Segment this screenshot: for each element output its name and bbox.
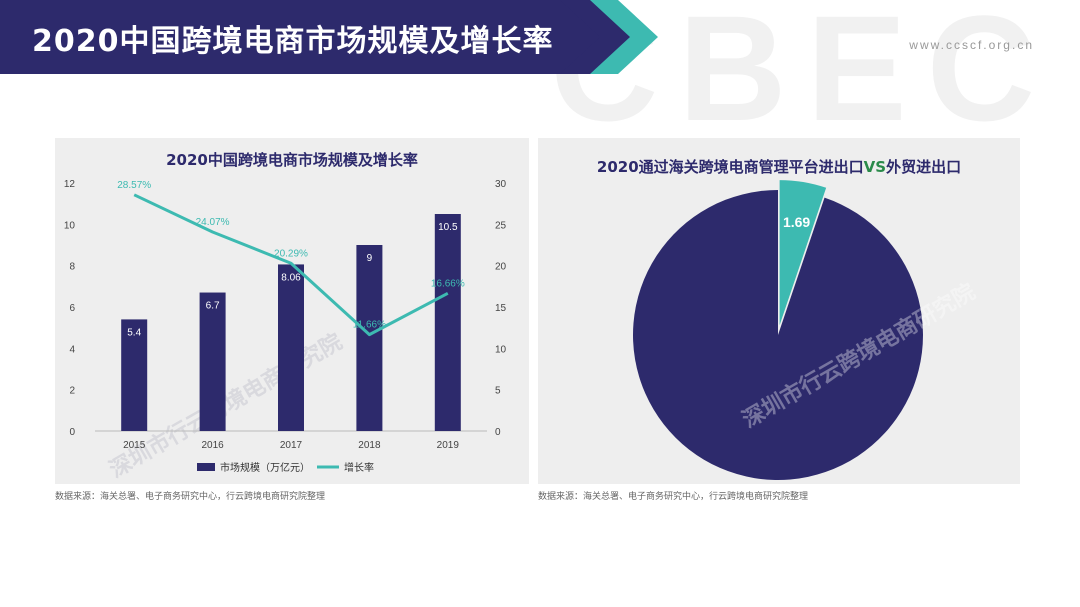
pie-title-vs: VS xyxy=(863,158,887,176)
y-right-tick-label: 30 xyxy=(495,179,507,190)
legend-swatch-bar xyxy=(197,463,215,471)
x-tick-label: 2015 xyxy=(123,440,146,451)
bar-chart-title: 2020中国跨境电商市场规模及增长率 xyxy=(166,151,418,169)
pie-slices: 1.69 xyxy=(633,180,923,480)
pie-chart-title: 2020通过海关跨境电商管理平台进出口VS外贸进出口 xyxy=(538,156,1020,177)
y-left-tick-label: 0 xyxy=(69,427,75,438)
y-left-tick-label: 2 xyxy=(69,386,75,397)
x-tick-label: 2016 xyxy=(201,440,224,451)
bar-value-label: 10.5 xyxy=(438,222,458,233)
page-title: 2020中国跨境电商市场规模及增长率 xyxy=(32,24,554,59)
bar-value-label: 9 xyxy=(367,253,373,264)
pie-title-part1: 2020通过海关跨境电商管理平台进出口 xyxy=(596,158,864,176)
header-chevron-accent xyxy=(560,0,658,74)
chart-axes: 0 2 4 6 8 10 12 0 5 10 15 20 25 30 2015 2016 2017 2018 201… xyxy=(64,179,507,451)
growth-rate-line xyxy=(133,193,449,337)
bar xyxy=(278,264,304,431)
bar-value-label: 5.4 xyxy=(127,327,141,338)
y-left-tick-label: 12 xyxy=(64,179,76,190)
left-source-note: 数据来源：海关总署、电子商务研究中心，行云跨境电商研究院整理 xyxy=(55,492,326,502)
x-tick-label: 2018 xyxy=(358,440,381,451)
bar xyxy=(199,292,226,431)
y-right-tick-label: 5 xyxy=(495,386,501,397)
bar-line-chart-panel: 2020中国跨境电商市场规模及增长率 深圳市行云跨境电商研究院 02468101… xyxy=(55,138,529,484)
bar-series: 5.4 6.7 8.06 9 10.5 xyxy=(121,214,461,431)
line-value-label: 16.66% xyxy=(431,278,465,289)
chart-legend: 市场规模（万亿元） 增长率 xyxy=(197,461,374,474)
pie-chart: 1.69 深圳市行云跨境电商研究院 xyxy=(633,180,979,480)
bar-value-label: 8.06 xyxy=(281,272,301,283)
pie-slice xyxy=(633,190,923,480)
bar-value-label: 6.7 xyxy=(206,301,220,312)
y-right-tick-label: 0 xyxy=(495,427,501,438)
header-bar xyxy=(0,0,600,74)
site-url: www.ccscf.org.cn xyxy=(909,38,1034,52)
pie-slice xyxy=(779,180,827,326)
y-right-tick-label: 10 xyxy=(495,344,507,355)
pie-slice-label: 1.69 xyxy=(783,214,810,230)
bar xyxy=(434,214,461,431)
y-left-tick-label: 4 xyxy=(69,344,75,355)
y-right-tick-label: 20 xyxy=(495,262,507,273)
line-value-label: 20.29% xyxy=(274,248,308,259)
line-value-label: 28.57% xyxy=(117,180,151,191)
bar-line-chart: 深圳市行云跨境电商研究院 024681012051015202530201520… xyxy=(64,179,507,482)
x-tick-label: 2017 xyxy=(280,440,303,451)
legend-label: 市场规模（万亿元） xyxy=(220,461,310,474)
y-left-tick-label: 6 xyxy=(69,303,75,314)
pie-chart-panel: 2020通过海关跨境电商管理平台进出口VS外贸进出口 1.69 深圳市行云跨境电… xyxy=(538,138,1020,484)
y-right-tick-label: 25 xyxy=(495,220,507,231)
y-right-tick-label: 15 xyxy=(495,303,507,314)
line-series: 28.57% 24.07% 20.29% 11.66% 16.66% xyxy=(117,180,465,337)
x-tick-label: 2019 xyxy=(437,440,460,451)
bar xyxy=(121,319,148,431)
bar xyxy=(356,245,383,431)
y-left-tick-label: 8 xyxy=(69,262,75,273)
right-source-note: 数据来源：海关总署、电子商务研究中心，行云跨境电商研究院整理 xyxy=(538,492,809,502)
y-left-tick-label: 10 xyxy=(64,220,76,231)
line-value-label: 24.07% xyxy=(196,217,230,228)
legend-label: 增长率 xyxy=(344,461,374,474)
pie-title-part2: 外贸进出口 xyxy=(886,158,962,176)
line-value-label: 11.66% xyxy=(353,320,386,331)
